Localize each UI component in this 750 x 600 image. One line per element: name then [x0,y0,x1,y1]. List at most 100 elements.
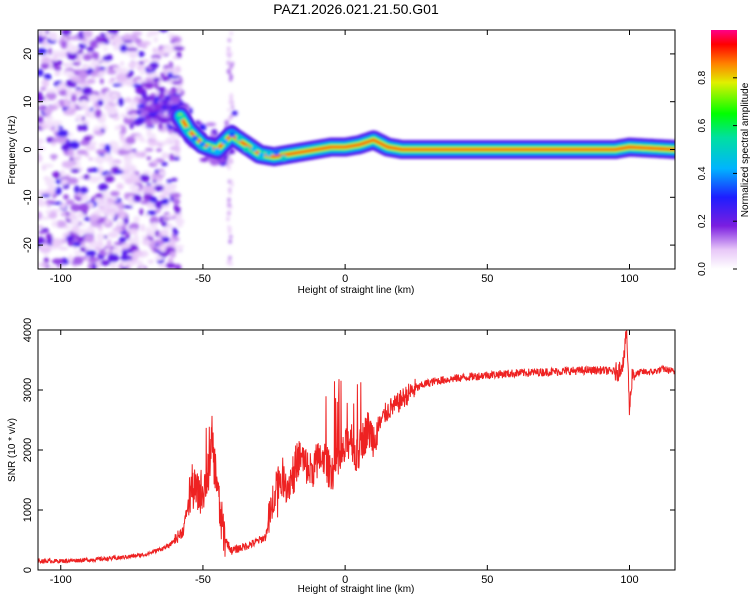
energy-blob [40,30,46,37]
energy-blob [122,205,134,209]
energy-blob [114,67,123,73]
energy-blob [87,168,94,173]
energy-blob [62,232,68,239]
energy-blob [227,107,231,112]
energy-blob [129,49,138,59]
energy-blob [67,177,79,185]
energy-blob [128,61,137,69]
energy-blob [158,264,168,268]
energy-blob [41,261,47,268]
colorbar-tick-label: 0.8 [697,70,708,84]
x-tick-label: 100 [620,574,638,586]
energy-blob [155,208,161,214]
energy-blob [120,254,130,262]
energy-blob [55,220,67,228]
energy-blob [107,30,119,34]
energy-blob [227,38,231,43]
energy-blob [148,230,155,237]
energy-blob [124,192,130,200]
energy-blob [76,149,88,155]
energy-blob [154,81,159,90]
energy-blob [43,73,52,81]
energy-blob [60,176,70,180]
energy-blob [227,50,231,55]
energy-blob [149,196,158,204]
energy-blob [55,60,63,66]
energy-blob [219,158,227,163]
energy-blob [68,140,80,150]
energy-blob [133,250,144,257]
energy-blob [78,82,91,86]
energy-blob [230,179,234,184]
energy-blob [125,136,136,145]
energy-blob [159,141,171,145]
energy-blob [106,68,117,75]
energy-blob [226,60,230,65]
energy-blob [80,99,89,107]
energy-blob [96,208,103,213]
energy-blob [78,43,87,49]
ridge-hotspot [206,145,214,152]
energy-blob [209,133,216,139]
energy-blob [229,261,233,266]
energy-blob [157,195,167,199]
energy-blob [161,104,168,111]
energy-blob [153,36,159,43]
energy-blob [151,133,156,140]
energy-blob [103,152,111,161]
energy-blob [48,264,56,269]
colorbar-tick-label: 0.4 [697,166,708,180]
energy-blob [54,124,59,132]
energy-blob [133,215,140,223]
energy-blob [40,193,51,198]
ridge-hotspot [265,150,273,157]
energy-blob [106,197,114,203]
y-tick-label: 10 [22,96,34,108]
energy-blob [90,242,98,249]
spectrogram-y-ticks: -20 -10 0 10 20 [22,48,675,253]
energy-blob [70,93,77,103]
energy-blob [78,71,89,80]
energy-blob [211,129,218,134]
x-tick-label: -100 [50,574,72,586]
energy-blob [146,132,153,138]
energy-blob [157,86,166,92]
colorbar-tick-label: 0.2 [697,214,708,228]
energy-blob [92,168,99,173]
energy-blob [230,63,234,68]
energy-blob [112,227,123,232]
energy-blob [99,78,104,85]
energy-blob [107,66,113,70]
x-tick-label: -100 [50,273,72,285]
energy-blob [139,174,150,183]
energy-blob [169,153,175,161]
energy-blob [60,202,66,210]
ridge-hotspot [243,145,251,152]
energy-blob [117,201,125,211]
energy-blob [93,130,103,136]
energy-blob [149,61,159,69]
energy-blob [131,113,137,118]
energy-blob [38,95,46,102]
energy-blob [134,177,139,184]
ridge-hotspot [213,147,221,154]
energy-blob [87,51,94,55]
energy-blob [171,133,180,137]
energy-blob [87,225,94,234]
energy-blob [102,55,113,62]
energy-blob [77,229,89,235]
energy-blob [137,117,145,123]
energy-blob [147,109,157,113]
energy-blob [103,104,112,111]
energy-blob [60,169,65,177]
energy-blob [140,200,150,205]
energy-blob [106,208,118,213]
energy-blob [98,202,107,207]
energy-blob [141,239,151,245]
energy-blob [138,61,145,65]
y-tick-label: 0 [22,146,34,152]
energy-blob [161,221,168,227]
energy-blob [169,239,176,248]
energy-blob [132,194,142,203]
energy-blob [151,173,158,181]
